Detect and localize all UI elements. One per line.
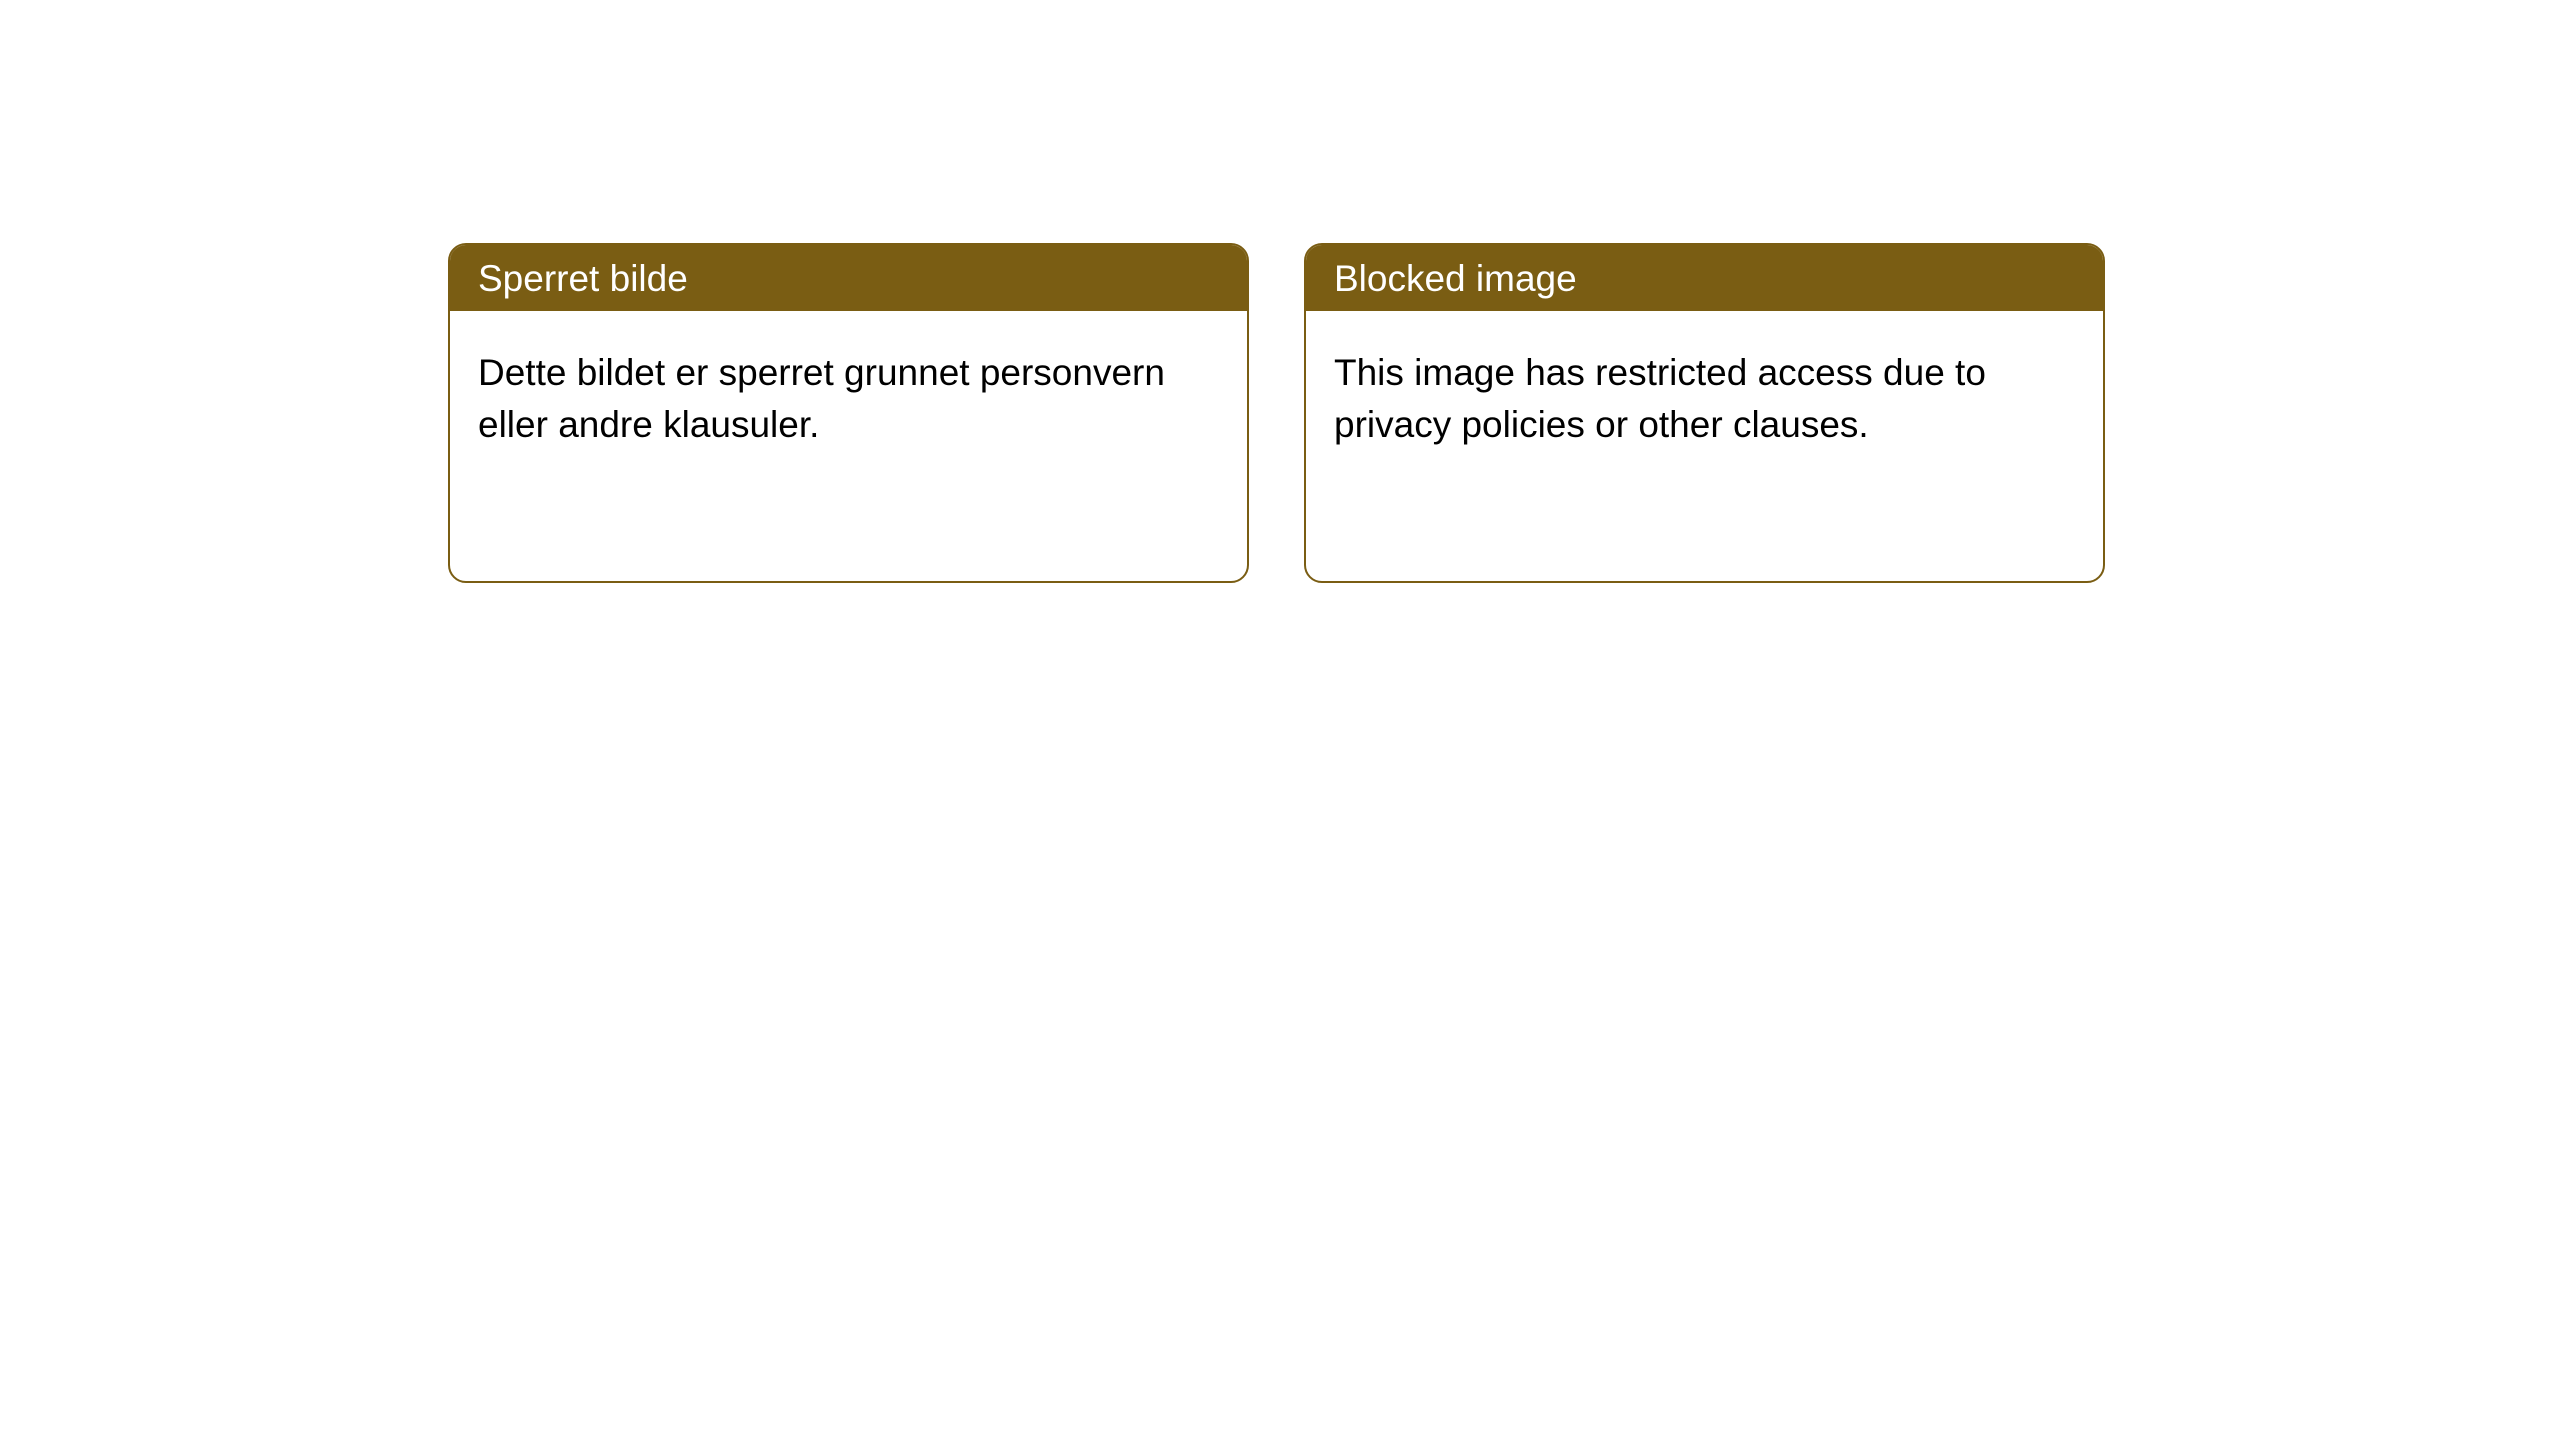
- notice-container: Sperret bilde Dette bildet er sperret gr…: [448, 243, 2105, 583]
- notice-header: Sperret bilde: [450, 245, 1247, 311]
- notice-header: Blocked image: [1306, 245, 2103, 311]
- notice-box-english: Blocked image This image has restricted …: [1304, 243, 2105, 583]
- notice-body: Dette bildet er sperret grunnet personve…: [450, 311, 1247, 581]
- notice-body: This image has restricted access due to …: [1306, 311, 2103, 581]
- notice-box-norwegian: Sperret bilde Dette bildet er sperret gr…: [448, 243, 1249, 583]
